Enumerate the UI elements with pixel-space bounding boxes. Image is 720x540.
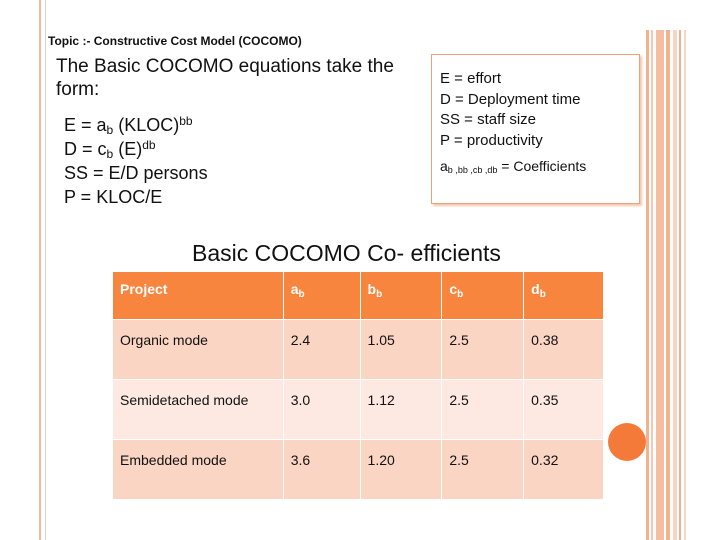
right-stripe (656, 30, 664, 540)
equation-part: D = c (64, 139, 107, 159)
cell-bb: 1.05 (359, 319, 443, 380)
right-stripe (679, 30, 681, 540)
header-cb: cb (441, 271, 525, 320)
cell-cb: 2.5 (441, 319, 525, 380)
right-stripe (684, 30, 686, 540)
cell-bb: 1.12 (359, 379, 443, 440)
left-frame-line (39, 0, 41, 540)
equation-superscript: db (142, 138, 156, 152)
equation-subscript: b (106, 123, 114, 137)
cell-ab: 2.4 (282, 319, 361, 380)
table-header-row: Project ab bb cb db (112, 271, 604, 320)
coef-separator: ,c (467, 165, 478, 175)
cell-project: Organic mode (112, 319, 284, 380)
table-row: Embedded mode 3.6 1.20 2.5 0.32 (112, 439, 604, 500)
right-stripe (651, 30, 653, 540)
header-subscript: b (457, 289, 464, 300)
coef-separator: ,b (452, 165, 463, 175)
coef-subscript: b (492, 165, 498, 175)
cell-cb: 2.5 (441, 439, 525, 500)
coef-part: a (440, 158, 448, 174)
equation-deployment: D = cb (E)db (64, 137, 208, 161)
header-label: b (367, 281, 377, 297)
coef-subscript: b (477, 165, 483, 175)
definitions-box: E = effort D = Deployment time SS = staf… (431, 54, 640, 204)
left-frame-line-inner (45, 0, 46, 540)
equation-subscript: b (106, 147, 114, 161)
coef-subscript: b (447, 165, 453, 175)
header-label: a (290, 281, 299, 297)
header-project: Project (112, 271, 284, 320)
equation-superscript: bb (179, 114, 193, 128)
cell-project: Semidetached mode (112, 379, 284, 440)
equation-productivity: P = KLOC/E (64, 187, 163, 207)
cell-bb: 1.20 (359, 439, 443, 500)
legend-productivity: P = productivity (440, 132, 543, 149)
cell-db: 0.35 (523, 379, 604, 440)
coef-part: = Coefficients (497, 158, 587, 174)
header-label: d (531, 281, 540, 297)
legend-deployment: D = Deployment time (440, 91, 581, 108)
decorative-circle (608, 423, 646, 461)
equation-staff: SS = E/D persons (64, 163, 208, 183)
equation-effort: E = ab (KLOC)bb (64, 113, 208, 137)
topic-heading: Topic :- Constructive Cost Model (COCOMO… (48, 34, 302, 48)
right-stripe (646, 30, 649, 540)
cell-ab: 3.0 (282, 379, 361, 440)
header-subscript: b (539, 289, 546, 300)
coefficients-table: Project ab bb cb db Organic mode 2.4 1.0… (112, 271, 604, 500)
coef-subscript: b (462, 165, 468, 175)
right-stripe (673, 30, 677, 540)
header-ab: ab (282, 271, 361, 320)
legend-coefficients: ab ,bb ,cb ,db = Coefficients (440, 157, 586, 175)
equation-part: (KLOC) (113, 115, 180, 135)
table-title: Basic COCOMO Co- efficients (192, 240, 501, 266)
cell-db: 0.38 (523, 319, 604, 380)
header-label: c (449, 281, 458, 297)
equation-part: (E) (113, 139, 143, 159)
legend-staff: SS = staff size (440, 111, 537, 128)
intro-text: The Basic COCOMO equations take the form… (56, 56, 394, 100)
header-label: Project (120, 281, 168, 297)
cell-db: 0.32 (523, 439, 604, 500)
cell-ab: 3.6 (282, 439, 361, 500)
header-subscript: b (298, 289, 305, 300)
table-row: Organic mode 2.4 1.05 2.5 0.38 (112, 319, 604, 380)
right-stripe (666, 30, 670, 540)
header-bb: bb (359, 271, 443, 320)
cell-cb: 2.5 (441, 379, 525, 440)
header-db: db (523, 271, 604, 320)
equation-list: E = ab (KLOC)bb D = cb (E)db SS = E/D pe… (64, 113, 208, 209)
table-row: Semidetached mode 3.0 1.12 2.5 0.35 (112, 379, 604, 440)
header-subscript: b (376, 289, 383, 300)
equation-part: E = a (64, 115, 107, 135)
legend-effort: E = effort (440, 70, 502, 87)
cell-project: Embedded mode (112, 439, 284, 500)
coef-separator: ,d (482, 165, 493, 175)
